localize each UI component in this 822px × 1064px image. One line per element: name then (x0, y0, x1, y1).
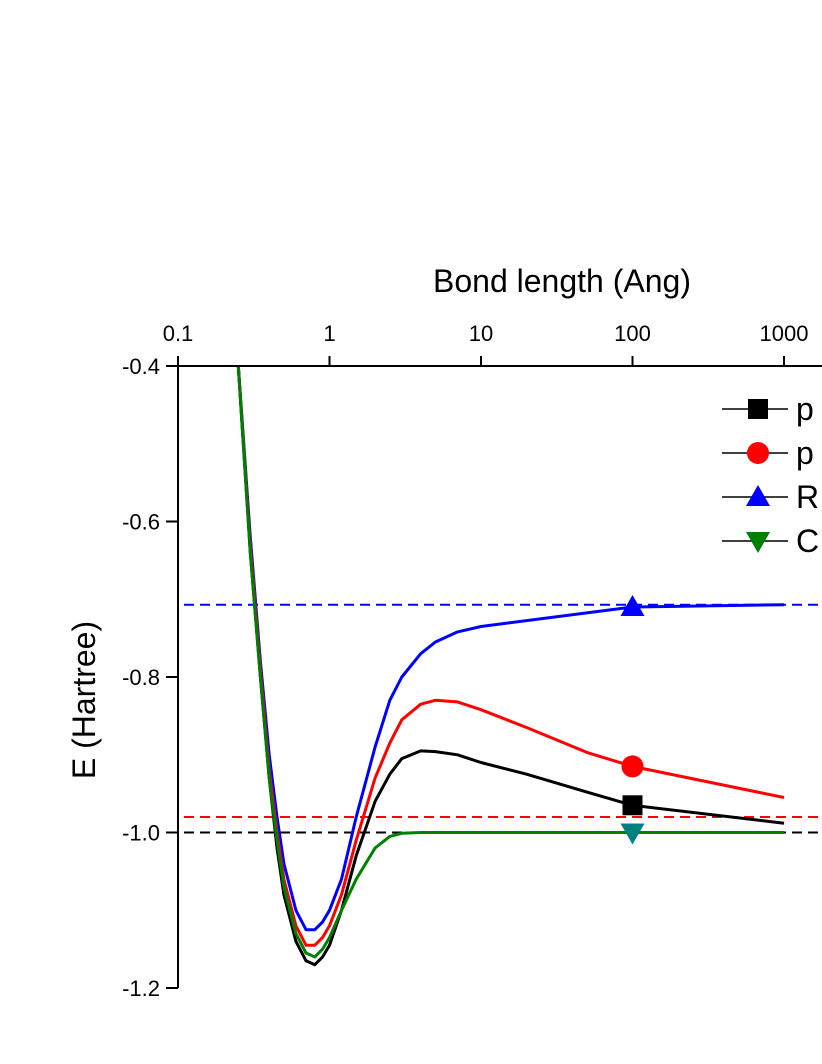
x-tick-label-1: 1 (323, 321, 335, 346)
x-tick-label-2: 10 (469, 321, 493, 346)
series-line-1 (236, 365, 785, 947)
series-marker-0 (620, 595, 645, 617)
legend-label-2: R (796, 479, 819, 515)
series-line-3 (236, 365, 784, 959)
y-tick-label-3: -1.0 (122, 821, 160, 846)
x-tick-label-4: 1000 (760, 321, 809, 346)
ticks: 0.1 1 10 100 1000 -0.4 -0.6 -0.8 -1.0 -1.2 (122, 321, 808, 1001)
series-line-2 (236, 365, 785, 967)
y-tick-label-1: -0.6 (122, 510, 160, 535)
legend-label-0: p (796, 391, 814, 427)
legend-label-1: p (796, 435, 814, 471)
series-layer (236, 365, 785, 967)
x-tick-label-0: 0.1 (163, 321, 194, 346)
series-line-0 (236, 365, 785, 932)
y-axis-title: E (Hartree) (66, 621, 102, 779)
y-tick-label-4: -1.2 (122, 976, 160, 1001)
y-tick-label-0: -0.4 (122, 354, 160, 379)
series-marker-1 (621, 755, 644, 778)
legend-marker-1 (747, 442, 769, 464)
x-tick-label-3: 100 (614, 321, 651, 346)
legend-marker-2 (746, 485, 770, 506)
legend-marker-3 (746, 532, 770, 553)
series-marker-2 (622, 795, 643, 816)
legend-label-3: C (796, 523, 819, 559)
y-tick-label-2: -0.8 (122, 665, 160, 690)
legend-marker-0 (748, 399, 768, 419)
series-marker-3 (620, 823, 645, 845)
axes (177, 365, 822, 988)
x-axis-title: Bond length (Ang) (433, 263, 691, 299)
